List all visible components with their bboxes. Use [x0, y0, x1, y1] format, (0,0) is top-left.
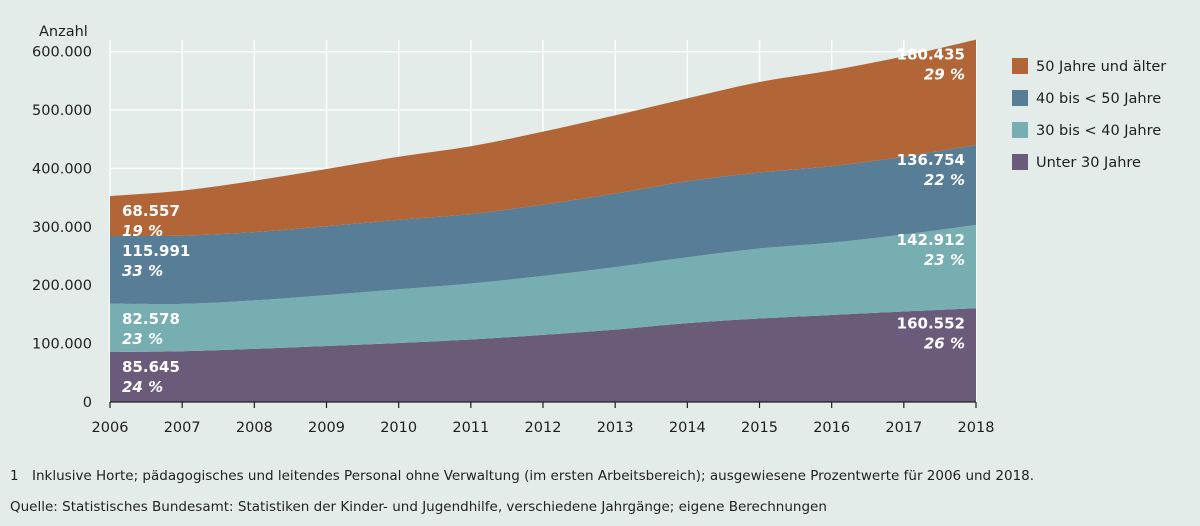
legend-swatch	[1012, 58, 1028, 74]
x-tick-label: 2012	[525, 420, 562, 436]
x-tick-label: 2010	[380, 420, 417, 436]
y-tick-label: 200.000	[32, 278, 92, 294]
data-label-group: 115.991 33 %	[122, 242, 190, 280]
legend-label: 40 bis < 50 Jahre	[1036, 91, 1161, 107]
stacked-area-chart: 0 100.000 200.000 300.000 400.000 500.000 600.…	[32, 24, 1166, 436]
y-tick-label: 300.000	[32, 220, 92, 236]
x-tick-label: 2006	[92, 420, 129, 436]
data-label-value: 68.557	[122, 202, 180, 220]
data-label-group: 136.754 22 %	[897, 151, 965, 189]
x-tick-label: 2017	[885, 420, 922, 436]
x-tick-label: 2014	[669, 420, 706, 436]
footnote-number: 1	[10, 468, 19, 484]
source-note: Quelle: Statistisches Bundesamt: Statist…	[10, 499, 827, 515]
data-label-value: 180.435	[897, 46, 965, 64]
legend-label: 30 bis < 40 Jahre	[1036, 123, 1161, 139]
data-label-value: 136.754	[897, 151, 965, 169]
data-label-group: 160.552 26 %	[897, 314, 965, 352]
data-label-percent: 29 %	[924, 66, 965, 84]
data-label-percent: 26 %	[924, 334, 965, 352]
data-label-value: 82.578	[122, 310, 180, 328]
area-40-bis-50-jahre	[110, 144, 976, 305]
data-label-group: 82.578 23 %	[122, 310, 180, 348]
data-label-group: 180.435 29 %	[897, 46, 965, 84]
data-label-group: 85.645 24 %	[122, 358, 180, 396]
area-30-bis-40-jahre	[110, 224, 976, 352]
x-tick-label: 2016	[813, 420, 850, 436]
y-axis-label: Anzahl	[39, 24, 88, 40]
legend-label: 50 Jahre und älter	[1036, 59, 1166, 75]
footnote-1: 1 Inklusive Horte; pädagogisches und leit…	[10, 468, 1034, 484]
x-tick-label: 2018	[958, 420, 995, 436]
x-tick-label: 2008	[236, 420, 273, 436]
data-label-percent: 23 %	[122, 330, 163, 348]
area-50-jahre-und-lter	[110, 39, 976, 237]
legend-swatch	[1012, 90, 1028, 106]
y-tick-label: 500.000	[32, 103, 92, 119]
x-tick-label: 2015	[741, 420, 778, 436]
x-tick-label: 2011	[452, 420, 489, 436]
data-label-value: 115.991	[122, 242, 190, 260]
footnote-text: Inklusive Horte; pädagogisches und leite…	[32, 468, 1035, 484]
data-label-percent: 19 %	[122, 222, 163, 240]
legend-swatch	[1012, 154, 1028, 170]
x-tick-label: 2013	[597, 420, 634, 436]
y-tick-label: 0	[83, 395, 92, 411]
y-tick-label: 600.000	[32, 45, 92, 61]
data-label-percent: 22 %	[924, 171, 965, 189]
area-unter-30-jahre	[110, 308, 976, 402]
data-label-percent: 33 %	[122, 262, 163, 280]
data-label-group: 68.557 19 %	[122, 202, 180, 240]
y-tick-label: 400.000	[32, 161, 92, 177]
data-label-percent: 24 %	[122, 378, 163, 396]
x-tick-label: 2007	[164, 420, 201, 436]
data-label-value: 160.552	[897, 314, 965, 332]
data-label-value: 85.645	[122, 358, 180, 376]
x-tick-label: 2009	[308, 420, 345, 436]
data-label-percent: 23 %	[924, 251, 965, 269]
legend-swatch	[1012, 122, 1028, 138]
data-label-value: 142.912	[897, 231, 965, 249]
legend-label: Unter 30 Jahre	[1036, 155, 1141, 171]
data-label-group: 142.912 23 %	[897, 231, 965, 269]
y-tick-label: 100.000	[32, 337, 92, 353]
legend: 50 Jahre und älter 40 bis < 50 Jahre 30 bi…	[1012, 58, 1166, 171]
